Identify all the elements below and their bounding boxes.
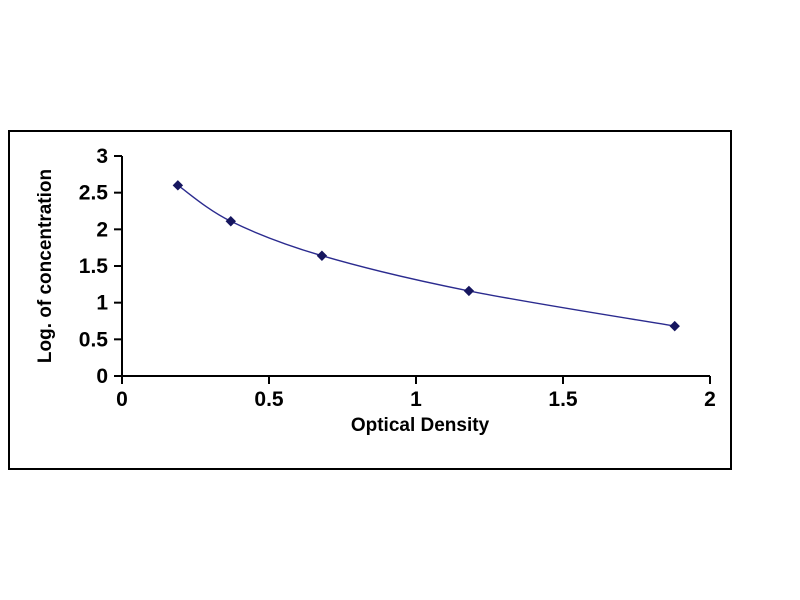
x-axis-label: Optical Density (350, 415, 490, 436)
x-tick-label: 2 (704, 388, 716, 411)
data-point-marker (669, 320, 680, 332)
x-tick-label: 0 (116, 388, 128, 411)
y-tick-label: 0 (96, 365, 108, 388)
data-point-marker (463, 285, 475, 297)
x-tick-label: 1 (410, 388, 422, 411)
y-tick-label: 0.5 (79, 328, 109, 351)
x-tick-label: 0.5 (254, 388, 284, 411)
x-tick-label: 1.5 (548, 388, 578, 411)
y-tick-label: 2.5 (79, 182, 109, 205)
data-point-marker (225, 216, 236, 227)
y-tick-label: 3 (96, 145, 108, 168)
y-axis-label: Log. of concentration (35, 168, 56, 364)
data-point-marker (316, 250, 328, 261)
standard-curve-chart: 0 0.5 1 1.5 2 0 0.5 1 1.5 2 2.5 3 (79, 145, 716, 411)
data-point-marker (172, 180, 184, 191)
chart-panel: 0 0.5 1 1.5 2 0 0.5 1 1.5 2 2.5 3 (8, 130, 732, 470)
y-tick-label: 1.5 (79, 255, 109, 278)
y-tick-label: 2 (96, 218, 108, 241)
series-line (177, 184, 675, 327)
y-tick-label: 1 (96, 292, 108, 315)
